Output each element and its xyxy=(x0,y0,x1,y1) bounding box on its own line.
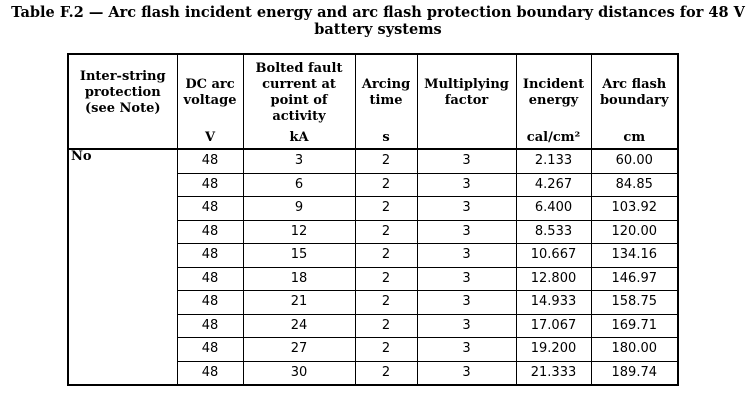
cell-voltage: 48 xyxy=(176,148,244,174)
table-row: 48 18 2 3 12.800 146.97 xyxy=(68,266,679,291)
unit-multiplying-factor xyxy=(416,128,517,150)
cell-voltage: 48 xyxy=(176,172,244,197)
table-caption-line-2: battery systems xyxy=(314,21,442,38)
cell-fault-current: 24 xyxy=(242,313,356,338)
cell-multiplying-factor: 3 xyxy=(416,290,517,315)
cell-voltage: 48 xyxy=(176,266,244,291)
cell-fault-current: 30 xyxy=(242,360,356,386)
units-row: V kA s cal/cm² cm xyxy=(67,128,679,150)
cell-arc-flash-boundary: 189.74 xyxy=(590,360,679,386)
unit-dc-arc-voltage: V xyxy=(176,128,244,150)
unit-inter-string-protection xyxy=(67,128,178,150)
cell-incident-energy: 21.333 xyxy=(515,360,592,386)
cell-arc-flash-boundary: 146.97 xyxy=(590,266,679,291)
cell-arcing-time: 2 xyxy=(354,266,418,291)
table-caption-line-1: Table F.2 — Arc flash incident energy an… xyxy=(11,4,745,21)
cell-arcing-time: 2 xyxy=(354,360,418,386)
cell-incident-energy: 10.667 xyxy=(515,243,592,268)
table-caption: Table F.2 — Arc flash incident energy an… xyxy=(0,4,756,38)
cell-fault-current: 6 xyxy=(242,172,356,197)
group-label-cell: No xyxy=(67,148,178,386)
header-incident-energy: Incident energy xyxy=(515,53,592,128)
cell-multiplying-factor: 3 xyxy=(416,266,517,291)
table-row: 48 12 2 3 8.533 120.00 xyxy=(68,219,679,244)
header-bolted-fault-current: Bolted fault current at point of activit… xyxy=(242,53,356,128)
cell-multiplying-factor: 3 xyxy=(416,196,517,221)
unit-arc-flash-boundary: cm xyxy=(590,128,679,150)
cell-arcing-time: 2 xyxy=(354,243,418,268)
cell-incident-energy: 2.133 xyxy=(515,148,592,174)
cell-arc-flash-boundary: 120.00 xyxy=(590,219,679,244)
cell-fault-current: 9 xyxy=(242,196,356,221)
cell-fault-current: 21 xyxy=(242,290,356,315)
table-row: 48 24 2 3 17.067 169.71 xyxy=(68,313,679,338)
cell-arc-flash-boundary: 169.71 xyxy=(590,313,679,338)
unit-incident-energy: cal/cm² xyxy=(515,128,592,150)
cell-voltage: 48 xyxy=(176,313,244,338)
header-multiplying-factor: Multiplying factor xyxy=(416,53,517,128)
cell-fault-current: 12 xyxy=(242,219,356,244)
cell-multiplying-factor: 3 xyxy=(416,219,517,244)
cell-voltage: 48 xyxy=(176,290,244,315)
cell-voltage: 48 xyxy=(176,337,244,362)
cell-fault-current: 18 xyxy=(242,266,356,291)
header-dc-arc-voltage: DC arc voltage xyxy=(176,53,244,128)
table-row: 48 6 2 3 4.267 84.85 xyxy=(68,172,679,197)
cell-voltage: 48 xyxy=(176,360,244,386)
header-arcing-time: Arcing time xyxy=(354,53,418,128)
cell-arcing-time: 2 xyxy=(354,172,418,197)
table-row: 48 30 2 3 21.333 189.74 xyxy=(68,360,679,386)
cell-arc-flash-boundary: 84.85 xyxy=(590,172,679,197)
cell-multiplying-factor: 3 xyxy=(416,243,517,268)
table-body: No 48 3 2 3 2.133 60.00 48 6 2 3 4.267 8… xyxy=(67,148,679,386)
cell-voltage: 48 xyxy=(176,243,244,268)
cell-arc-flash-boundary: 103.92 xyxy=(590,196,679,221)
cell-arcing-time: 2 xyxy=(354,148,418,174)
table-row: No 48 3 2 3 2.133 60.00 xyxy=(67,148,679,386)
cell-multiplying-factor: 3 xyxy=(416,313,517,338)
cell-arc-flash-boundary: 158.75 xyxy=(590,290,679,315)
cell-arcing-time: 2 xyxy=(354,313,418,338)
cell-incident-energy: 14.933 xyxy=(515,290,592,315)
cell-voltage: 48 xyxy=(176,219,244,244)
cell-incident-energy: 12.800 xyxy=(515,266,592,291)
unit-arcing-time: s xyxy=(354,128,418,150)
cell-fault-current: 27 xyxy=(242,337,356,362)
cell-arcing-time: 2 xyxy=(354,219,418,244)
cell-incident-energy: 17.067 xyxy=(515,313,592,338)
arc-flash-table: Inter-string protection (see Note) DC ar… xyxy=(67,53,679,386)
table-row: 48 15 2 3 10.667 134.16 xyxy=(68,243,679,268)
cell-multiplying-factor: 3 xyxy=(416,172,517,197)
cell-arc-flash-boundary: 134.16 xyxy=(590,243,679,268)
unit-bolted-fault-current: kA xyxy=(242,128,356,150)
cell-fault-current: 3 xyxy=(242,148,356,174)
cell-incident-energy: 4.267 xyxy=(515,172,592,197)
cell-multiplying-factor: 3 xyxy=(416,360,517,386)
cell-arcing-time: 2 xyxy=(354,196,418,221)
cell-multiplying-factor: 3 xyxy=(416,337,517,362)
cell-voltage: 48 xyxy=(176,196,244,221)
cell-multiplying-factor: 3 xyxy=(416,148,517,174)
table-row: 48 27 2 3 19.200 180.00 xyxy=(68,337,679,362)
cell-incident-energy: 8.533 xyxy=(515,219,592,244)
cell-incident-energy: 19.200 xyxy=(515,337,592,362)
header-arc-flash-boundary: Arc flash boundary xyxy=(590,53,679,128)
cell-arcing-time: 2 xyxy=(354,290,418,315)
header-row: Inter-string protection (see Note) DC ar… xyxy=(67,53,679,128)
cell-arc-flash-boundary: 60.00 xyxy=(590,148,679,174)
table-row: 48 21 2 3 14.933 158.75 xyxy=(68,290,679,315)
cell-fault-current: 15 xyxy=(242,243,356,268)
cell-arc-flash-boundary: 180.00 xyxy=(590,337,679,362)
cell-incident-energy: 6.400 xyxy=(515,196,592,221)
header-inter-string-protection: Inter-string protection (see Note) xyxy=(67,53,178,128)
cell-arcing-time: 2 xyxy=(354,337,418,362)
